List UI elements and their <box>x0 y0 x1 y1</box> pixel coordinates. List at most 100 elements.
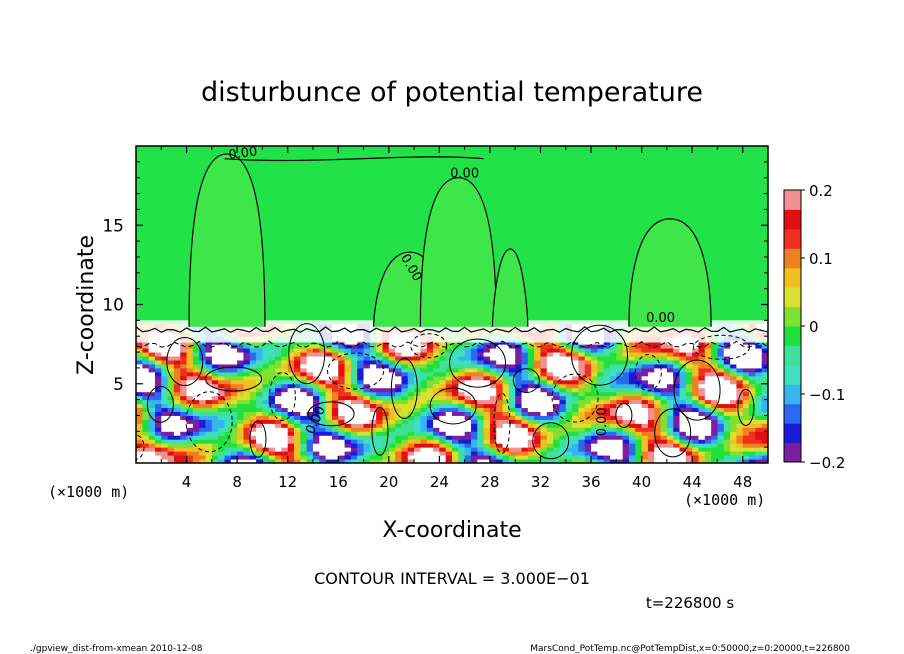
field-cell <box>641 371 649 377</box>
field-cell <box>237 387 244 393</box>
field-cell <box>749 439 756 444</box>
field-cell <box>268 415 276 420</box>
field-cell <box>610 431 617 436</box>
field-cell <box>622 423 630 428</box>
field-cell <box>275 348 282 353</box>
field-cell <box>635 356 643 361</box>
field-cell <box>698 415 706 420</box>
field-cell <box>237 427 244 432</box>
field-cell <box>369 427 377 432</box>
field-cell <box>616 383 624 389</box>
field-cell <box>685 403 693 409</box>
field-cell <box>211 383 219 389</box>
field-cell <box>755 359 763 365</box>
field-cell <box>616 375 624 381</box>
field-cell <box>199 439 207 444</box>
field-cell <box>540 387 548 393</box>
field-cell <box>559 371 567 377</box>
field-cell <box>628 435 636 440</box>
field-cell <box>496 387 504 393</box>
field-cell <box>578 447 586 452</box>
field-cell <box>186 348 194 353</box>
field-cell <box>205 439 213 444</box>
field-cell <box>730 415 737 420</box>
field-cell <box>559 411 567 416</box>
field-cell <box>230 391 238 397</box>
field-cell <box>717 415 725 420</box>
field-cell <box>565 391 573 397</box>
field-cell <box>154 459 162 463</box>
field-cell <box>249 348 257 353</box>
field-cell <box>502 407 510 412</box>
field-cell <box>167 356 175 361</box>
field-cell <box>218 371 225 377</box>
field-cell <box>622 435 630 440</box>
field-cell <box>540 363 548 369</box>
field-cell <box>610 367 617 373</box>
field-cell <box>230 359 238 365</box>
field-cell <box>515 427 523 432</box>
field-cell <box>540 419 548 424</box>
field-cell <box>395 344 402 349</box>
field-cell <box>325 352 333 357</box>
field-cell <box>723 427 731 432</box>
field-cell <box>262 399 270 405</box>
field-cell <box>508 435 516 440</box>
field-cell <box>294 459 301 463</box>
field-cell <box>173 348 181 353</box>
field-cell <box>344 391 352 397</box>
field-cell <box>603 455 611 460</box>
field-cell <box>325 367 333 373</box>
field-cell <box>142 344 150 349</box>
field-cell <box>281 443 289 448</box>
field-cell <box>433 443 440 448</box>
field-cell <box>218 407 225 412</box>
field-cell <box>489 344 497 349</box>
field-cell <box>736 431 744 436</box>
field-cell <box>660 367 668 373</box>
field-cell <box>281 415 289 420</box>
field-cell <box>565 431 573 436</box>
field-cell <box>679 419 687 424</box>
field-cell <box>262 383 270 389</box>
field-cell <box>306 379 314 385</box>
field-cell <box>306 363 314 369</box>
field-cell <box>477 423 485 428</box>
field-cell <box>736 363 744 369</box>
field-cell <box>237 451 244 456</box>
field-cell <box>635 367 643 373</box>
field-cell <box>591 375 598 381</box>
field-cell <box>534 423 541 428</box>
field-cell <box>483 411 491 416</box>
field-cell <box>730 439 737 444</box>
field-cell <box>603 451 611 456</box>
field-cell <box>382 427 390 432</box>
field-cell <box>616 439 624 444</box>
field-cell <box>382 407 390 412</box>
field-cell <box>300 383 308 389</box>
field-cell <box>300 395 308 401</box>
field-cell <box>420 352 428 357</box>
field-cell <box>641 423 649 428</box>
field-cell <box>704 359 712 365</box>
field-cell <box>717 419 725 424</box>
field-cell <box>312 431 320 436</box>
field-cell <box>243 371 251 377</box>
field-cell <box>553 356 560 361</box>
field-cell <box>647 395 655 401</box>
field-cell <box>243 348 251 353</box>
field-cell <box>730 383 737 389</box>
y-axis-label: Z-coordinate <box>74 235 99 375</box>
field-cell <box>294 375 301 381</box>
field-cell <box>154 415 162 420</box>
field-cell <box>666 359 674 365</box>
field-cell <box>742 403 750 409</box>
field-cell <box>256 407 263 412</box>
field-cell <box>142 419 150 424</box>
field-cell <box>180 387 188 393</box>
field-cell <box>673 391 681 397</box>
field-cell <box>603 459 611 463</box>
field-cell <box>161 383 169 389</box>
field-cell <box>363 375 371 381</box>
field-cell <box>294 443 301 448</box>
